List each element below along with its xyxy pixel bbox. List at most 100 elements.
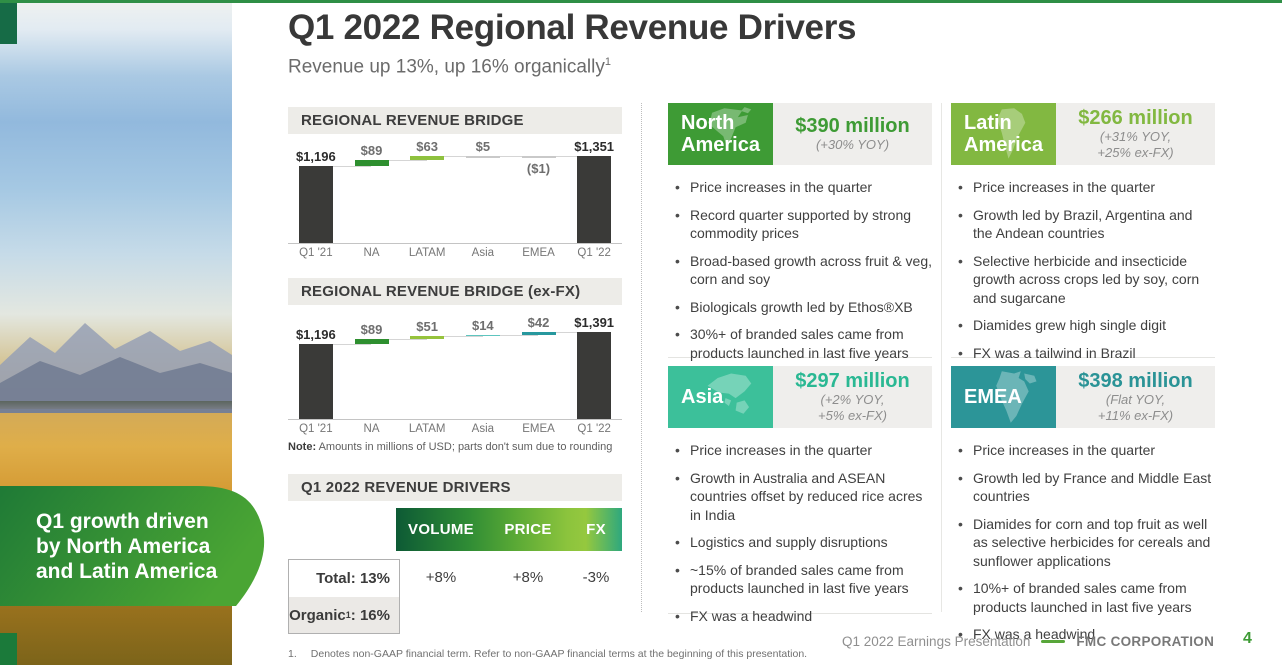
region-name: EMEA [964, 386, 1022, 408]
region-name: North America [681, 112, 760, 156]
bullet-item: Price increases in the quarter [951, 178, 1215, 197]
page-title: Q1 2022 Regional Revenue Drivers [288, 8, 857, 47]
bullet-item: 30%+ of branded sales came from products… [668, 325, 932, 362]
waterfall-connector [482, 334, 539, 336]
waterfall-value-label: $51 [416, 318, 438, 334]
note-text: Amounts in millions of USD; parts don't … [318, 441, 613, 453]
bullet-item: Growth led by France and Middle East cou… [951, 469, 1215, 506]
x-axis-tick-label: Q1 '21 [299, 423, 333, 435]
waterfall-bar-q122 [577, 332, 612, 420]
drivers-value-fx: -3% [582, 569, 610, 586]
bullet-item: ~15% of branded sales came from products… [668, 561, 932, 598]
organic-colon: : [350, 606, 356, 624]
total-label: Total [316, 570, 351, 587]
region-amount: $297 million [795, 370, 910, 392]
organic-sup: 1 [345, 610, 351, 620]
drivers-header-fx: FX [586, 521, 606, 538]
bullet-item: Logistics and supply disruptions [668, 533, 932, 552]
waterfall-bar-asia [465, 334, 500, 337]
drivers-values-row: +8% +8% -3% [396, 559, 622, 596]
organic-value: 16% [359, 606, 390, 624]
region-yoy-line: (+30% YOY) [815, 137, 890, 152]
waterfall-bar-na [354, 160, 389, 167]
region-yoy-line: +11% ex-FX) [1097, 408, 1174, 423]
waterfall-value-label: $1,351 [574, 139, 615, 155]
treeline [0, 401, 232, 409]
region-name: Asia [681, 386, 724, 408]
drivers-total-box: Total: 13% Organic 1: 16% [288, 559, 400, 634]
x-axis-tick-label: Q1 '21 [299, 247, 333, 259]
region-name-box-latin-america: Latin America [951, 103, 1056, 165]
x-axis-tick-label: EMEA [522, 423, 555, 435]
region-yoy-line: +25% ex-FX) [1097, 145, 1174, 160]
waterfall-value-label: $89 [360, 143, 383, 159]
waterfall-value-label: $63 [416, 139, 438, 155]
region-block-emea: EMEA $398 million(Flat YOY,+11% ex-FX) Pri… [951, 366, 1215, 653]
waterfall-value-label: $1,391 [574, 315, 615, 331]
drivers-header-row: VOLUME PRICE FX [396, 508, 622, 551]
region-card-emea: EMEA $398 million (Flat YOY, +11% ex-FX) [951, 366, 1215, 428]
bullet-item: Price increases in the quarter [951, 441, 1215, 460]
page-number: 4 [1243, 630, 1252, 647]
waterfall-bar-q122 [577, 156, 612, 244]
waterfall-connector [482, 156, 539, 157]
subtitle-footnote-ref: 1 [604, 56, 612, 68]
subtitle-text: Revenue up 13%, up 16% organically [288, 56, 605, 78]
bullet-item: Price increases in the quarter [668, 441, 932, 460]
footer: Q1 2022 Earnings Presentation FMC CORPOR… [842, 634, 1214, 649]
footer-company-name: FMC CORPORATION [1076, 634, 1215, 649]
region-name-box-north-america: North America [668, 103, 773, 165]
waterfall-chart-revenue-bridge-exfx: $1,196 $89 $51 $14 $42 $1,391 Q1 '21 NA LATAM Asi… [288, 314, 622, 435]
bullet-item: Growth led by Brazil, Argentina and the … [951, 206, 1215, 243]
bullet-item: FX was a tailwind in Brazil [951, 344, 1215, 363]
waterfall-value-label: $5 [475, 139, 491, 154]
region-stat-north-america: $390 million (+30% YOY) [773, 103, 932, 165]
waterfall-connector [427, 335, 483, 337]
region-bullet-list-asia: Price increases in the quarter Growth in … [668, 441, 932, 625]
region-yoy-line: (+2% YOY, [820, 392, 885, 407]
page-subtitle: Revenue up 13%, up 16% organically1 [288, 56, 611, 78]
waterfall-bar-q121 [298, 166, 333, 244]
waterfall-connector [538, 332, 595, 333]
latin-america-map-icon [997, 108, 1026, 159]
waterfall-connector [315, 344, 372, 346]
waterfall-connector [371, 338, 428, 340]
bullet-item: Diamides for corn and top fruit as well … [951, 515, 1215, 571]
region-yoy-line: (Flat YOY, [1105, 392, 1166, 407]
waterfall-bar-q121 [298, 344, 333, 420]
x-axis-tick-label: Asia [471, 247, 495, 259]
banner-text: Q1 growth driven by North America and La… [36, 510, 218, 583]
drivers-value-volume: +8% [425, 569, 457, 586]
x-axis-tick-label: Q1 '22 [577, 247, 611, 259]
north-america-map-icon [707, 107, 752, 147]
waterfall-bar-na [354, 338, 389, 345]
bullet-item: Biologicals growth led by Ethos®XB [668, 298, 932, 317]
waterfall-value-label: ($1) [526, 161, 551, 177]
x-axis-line [288, 243, 622, 244]
drivers-section-title: Q1 2022 REVENUE DRIVERS [288, 474, 622, 501]
region-card-north-america: North America $390 million (+30% YOY) [668, 103, 932, 165]
x-axis-labels: Q1 '21 NA LATAM Asia EMEA Q1 '22 [288, 423, 622, 435]
region-block-north-america: North America $390 million(+30% YOY) Price… [668, 103, 932, 371]
region-name: Latin America [964, 112, 1043, 156]
mountains-silhouette [0, 323, 232, 413]
region-block-latin-america: Latin America $266 million (+31% YOY, +25% … [951, 103, 1215, 371]
waterfall-plot: $1,196 $89 $63 $5 ($1) $1,351 [288, 138, 622, 244]
waterfall-value-label: $89 [360, 321, 383, 337]
waterfall-value-label: $42 [527, 315, 550, 330]
waterfall-value-label: $1,196 [295, 149, 336, 165]
waterfall-plot: $1,196 $89 $51 $14 $42 $1,391 [288, 314, 622, 420]
note-label: Note: [288, 441, 317, 453]
region-block-asia: Asia $297 million(+2% YOY,+5% ex-FX) Price… [668, 366, 932, 634]
waterfall-value-label: $1,196 [295, 327, 336, 343]
bullet-item: FX was a headwind [668, 607, 932, 626]
drivers-value-price: +8% [512, 569, 544, 586]
waterfall-bar-emea [521, 332, 556, 335]
waterfall-value-label: $14 [471, 317, 494, 333]
waterfall-bar-latam [410, 335, 445, 339]
x-axis-tick-label: LATAM [408, 423, 446, 435]
waterfall-connector [427, 156, 483, 158]
waterfall-connector [538, 156, 595, 158]
chart-section-title-exfx: REGIONAL REVENUE BRIDGE (ex-FX) [288, 278, 622, 305]
